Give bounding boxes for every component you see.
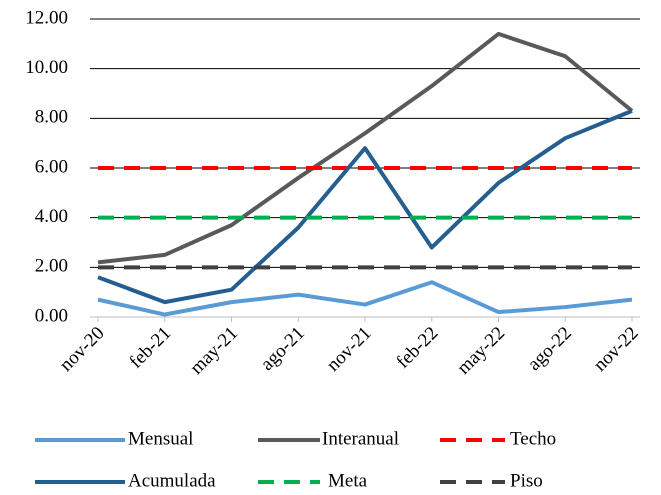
legend-label: Techo [510,428,556,449]
x-tick-label: ago-22 [524,323,576,375]
y-tick-label: 8.00 [35,107,68,128]
y-tick-label: 10.00 [25,57,68,78]
x-tick-label: nov-20 [56,323,109,376]
y-tick-label: 4.00 [35,206,68,227]
legend-label: Meta [328,470,368,491]
legend-label: Mensual [128,428,193,449]
legend-label: Piso [510,470,543,491]
x-tick-label: may-22 [453,323,509,379]
legend-label: Interanual [322,428,399,449]
x-tick-label: nov-21 [323,323,376,376]
series-line [97,109,633,305]
x-tick-label: feb-22 [392,323,442,373]
y-tick-label: 2.00 [35,256,68,277]
x-tick-label: may-21 [186,323,242,379]
legend-label: Acumulada [128,470,216,491]
series-line [97,280,633,317]
x-tick-label: ago-21 [257,323,309,375]
series-line [97,31,634,265]
x-tick-label: feb-21 [125,323,175,373]
y-tick-label: 12.00 [25,7,68,28]
x-tick-label: nov-22 [590,323,643,376]
y-tick-label: 6.00 [35,156,68,177]
y-tick-label: 0.00 [35,305,68,326]
